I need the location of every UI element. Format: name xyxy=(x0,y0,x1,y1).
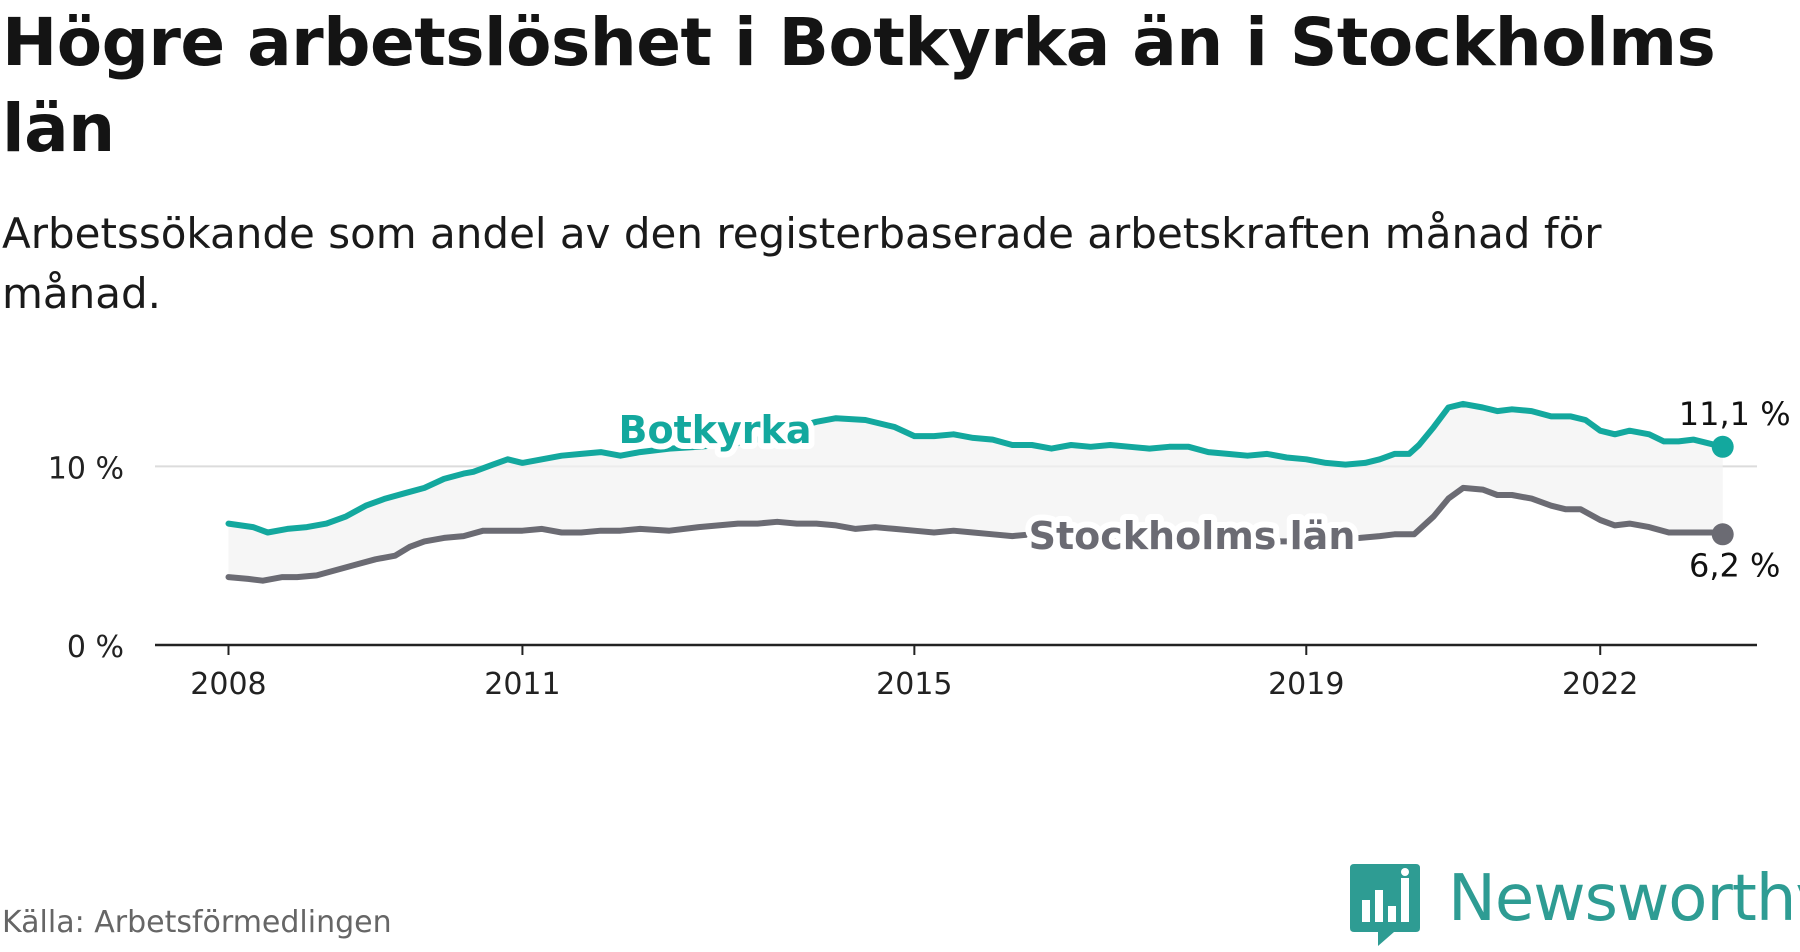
x-tick-label: 2008 xyxy=(190,667,266,702)
series-end-dot xyxy=(1711,435,1734,458)
series-line-stockholms-lan xyxy=(225,484,1726,584)
x-tick-label: 2011 xyxy=(484,667,560,702)
end-value-label: 11,1 % xyxy=(1679,395,1791,433)
newsworthy-wordmark: Newsworthy xyxy=(1448,862,1800,936)
x-tick-label: 2019 xyxy=(1268,667,1344,702)
chart-title: Högre arbetslöshet i Botkyrka än i Stock… xyxy=(2,4,1716,167)
end-value-label: 6,2 % xyxy=(1689,546,1780,584)
y-tick-label: 0 % xyxy=(67,630,124,665)
y-tick-label: 10 % xyxy=(48,451,124,486)
x-tick-label: 2015 xyxy=(876,667,952,702)
series-name-label: Stockholms län xyxy=(1029,514,1356,558)
chart-subtitle: Arbetssökande som andel av den registerb… xyxy=(2,209,1602,318)
series-end-dot xyxy=(1711,523,1734,546)
newsworthy-chart-icon xyxy=(1350,864,1420,946)
source-note: Källa: Arbetsförmedlingen xyxy=(2,905,392,940)
series-line-botkyrka xyxy=(225,400,1726,536)
series-name-label: Botkyrka xyxy=(619,408,812,452)
x-tick-label: 2022 xyxy=(1562,667,1638,702)
